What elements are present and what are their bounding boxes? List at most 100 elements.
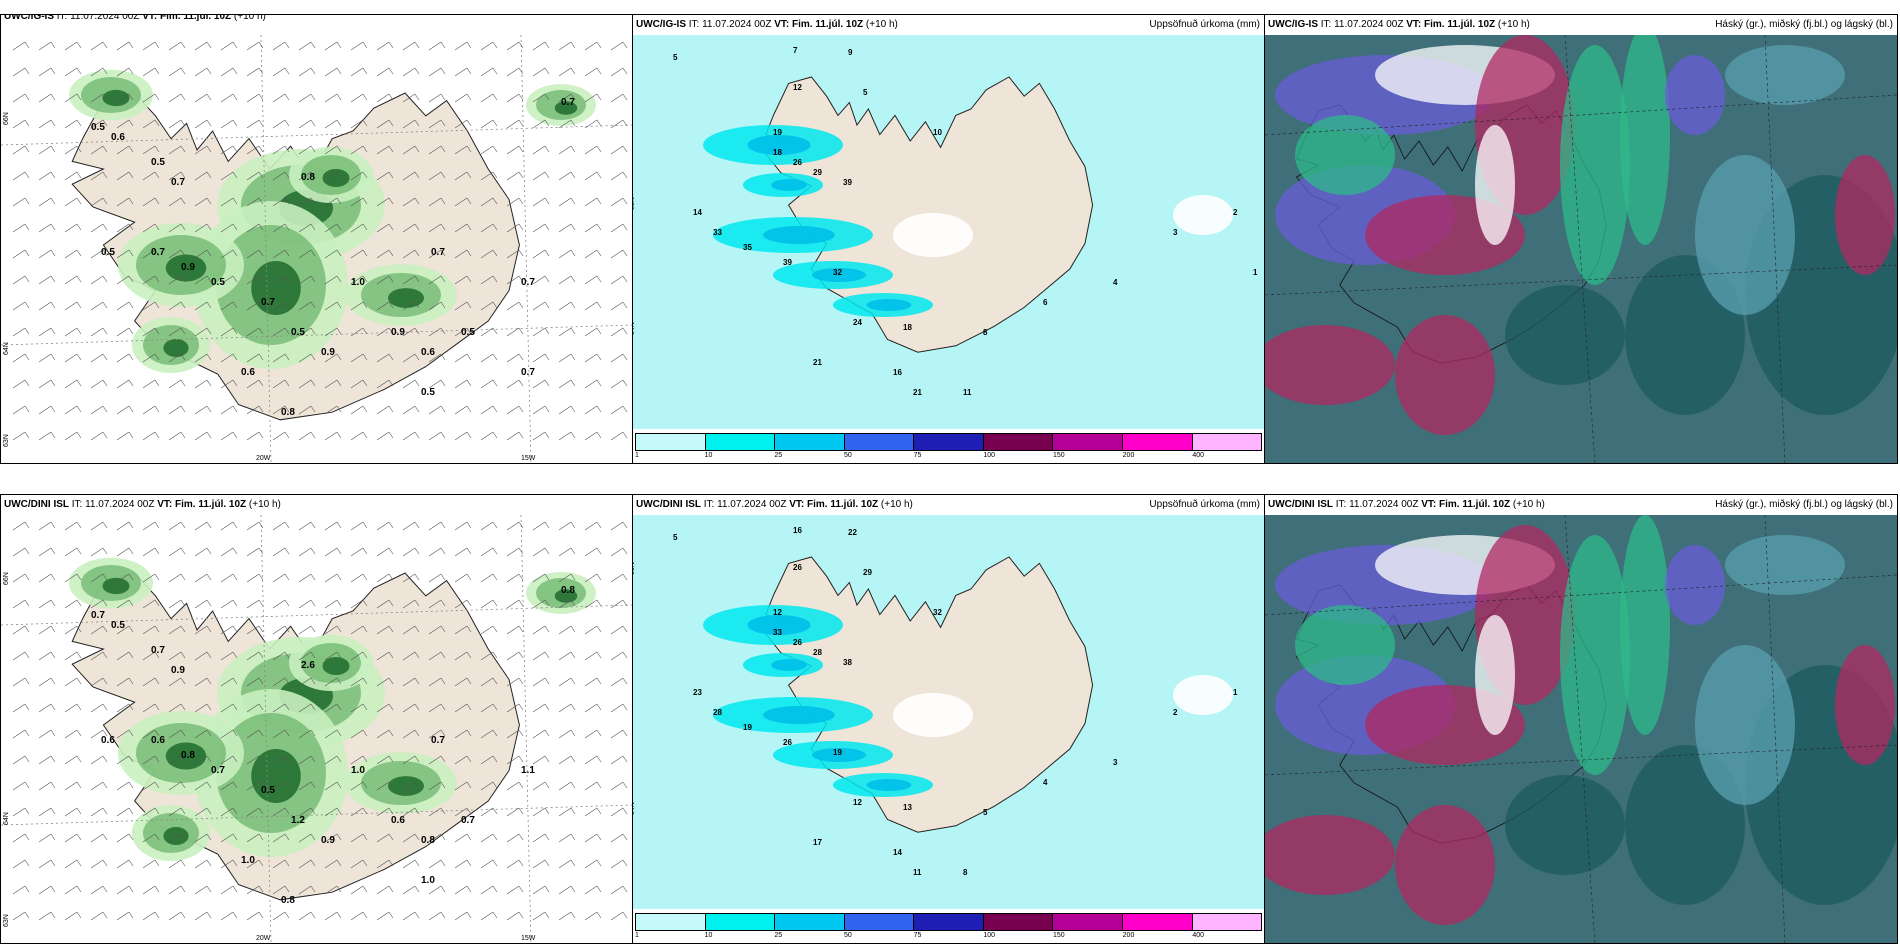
wind-barb	[402, 729, 420, 739]
wind-barb	[298, 573, 316, 583]
wind-barb	[116, 275, 134, 285]
wind-barb	[298, 171, 316, 181]
precip-colorbar	[635, 913, 1262, 931]
wind-barb	[142, 885, 160, 895]
wind-barb	[168, 833, 186, 843]
precip-value-label: 1.1	[521, 765, 535, 776]
precip-value-label: 3	[1113, 758, 1118, 767]
wind-barb	[454, 781, 472, 791]
wind-barb	[532, 405, 550, 415]
wind-barb	[220, 625, 238, 635]
wind-barb	[168, 275, 186, 285]
wind-barb	[298, 677, 316, 687]
wind-barb	[558, 431, 576, 441]
colorbar-label-10: 10	[704, 932, 713, 939]
wind-barb	[220, 249, 238, 259]
wind-barb	[272, 405, 290, 415]
precip-value-label: 0.8	[281, 407, 295, 418]
cloud-area	[1665, 55, 1725, 135]
wind-barb	[402, 197, 420, 207]
wind-barb	[64, 67, 82, 77]
colorbar-swatch-25	[775, 434, 845, 450]
latitude-line	[1, 604, 632, 626]
precip-colorbar	[635, 433, 1262, 451]
lon-label-20w: 20W	[256, 935, 271, 942]
wind-barb	[38, 859, 56, 869]
wind-barb	[90, 405, 108, 415]
wind-barb	[454, 755, 472, 765]
wind-barb	[38, 729, 56, 739]
panel-header: UWC/IG-IS IT: 11.07.2024 00Z VT: Fim. 11…	[4, 14, 266, 22]
wind-barb	[38, 431, 56, 441]
wind-barb	[610, 171, 628, 181]
wind-barb	[220, 145, 238, 155]
wind-barb	[428, 197, 446, 207]
wind-barb	[246, 677, 264, 687]
precip-value-label: 9	[848, 48, 853, 57]
wind-barb	[38, 171, 56, 181]
wind-barb	[116, 651, 134, 661]
wind-barb	[324, 703, 342, 713]
wind-barb	[480, 93, 498, 103]
wind-barb	[64, 807, 82, 817]
wind-barb	[168, 703, 186, 713]
wind-barb	[168, 223, 186, 233]
panel-bottom-left-wind-precip: UWC/DINI ISL IT: 11.07.2024 00Z VT: Fim.…	[0, 494, 633, 944]
wind-barb	[350, 573, 368, 583]
wind-barb	[350, 275, 368, 285]
wind-barb	[350, 145, 368, 155]
colorbar-label-400: 400	[1192, 452, 1205, 459]
wind-barb	[12, 301, 30, 311]
wind-barb	[168, 327, 186, 337]
wind-barb	[584, 521, 602, 531]
wind-barb	[506, 755, 524, 765]
wind-barb	[12, 145, 30, 155]
wind-barb	[298, 703, 316, 713]
wind-barb	[220, 573, 238, 583]
wind-barb	[506, 547, 524, 557]
wind-barb	[506, 301, 524, 311]
wind-barb	[610, 327, 628, 337]
precip-value-label: 0.5	[261, 785, 275, 796]
colorbar-label-1: 1	[635, 932, 639, 939]
wind-barb	[584, 859, 602, 869]
wind-barb	[272, 41, 290, 51]
colorbar-label-50: 50	[844, 932, 852, 939]
wind-barb	[584, 729, 602, 739]
wind-barb	[480, 521, 498, 531]
precip-value-label: 11	[913, 868, 922, 877]
wind-barb	[480, 67, 498, 77]
wind-barb	[116, 327, 134, 337]
wind-barb	[376, 379, 394, 389]
wind-barb	[506, 781, 524, 791]
wind-barb	[12, 327, 30, 337]
wind-barb	[506, 859, 524, 869]
wind-barb	[64, 353, 82, 363]
precip-value-label: 0.7	[151, 247, 165, 258]
wind-barb	[532, 197, 550, 207]
wind-barb	[220, 729, 238, 739]
wind-barb	[324, 521, 342, 531]
wind-barb	[38, 625, 56, 635]
wind-barb	[532, 911, 550, 921]
wind-barb	[90, 651, 108, 661]
wind-barb	[168, 911, 186, 921]
wind-barb	[246, 755, 264, 765]
precip-value-label: 4	[1043, 778, 1048, 787]
wind-barb	[584, 249, 602, 259]
wind-barb	[272, 599, 290, 609]
wind-barb	[350, 755, 368, 765]
wind-barb	[558, 67, 576, 77]
precip-value-label: 0.7	[521, 277, 535, 288]
wind-barb	[324, 197, 342, 207]
colorbar-label-400: 400	[1192, 932, 1205, 939]
wind-barb	[90, 625, 108, 635]
precip-value-label: 22	[848, 528, 857, 537]
wind-barb	[194, 885, 212, 895]
precip-value-label: 29	[863, 568, 872, 577]
wind-barb	[532, 833, 550, 843]
wind-barb	[12, 677, 30, 687]
wind-barb	[480, 781, 498, 791]
wind-barb	[376, 249, 394, 259]
colorbar-swatch-100	[983, 914, 1054, 930]
